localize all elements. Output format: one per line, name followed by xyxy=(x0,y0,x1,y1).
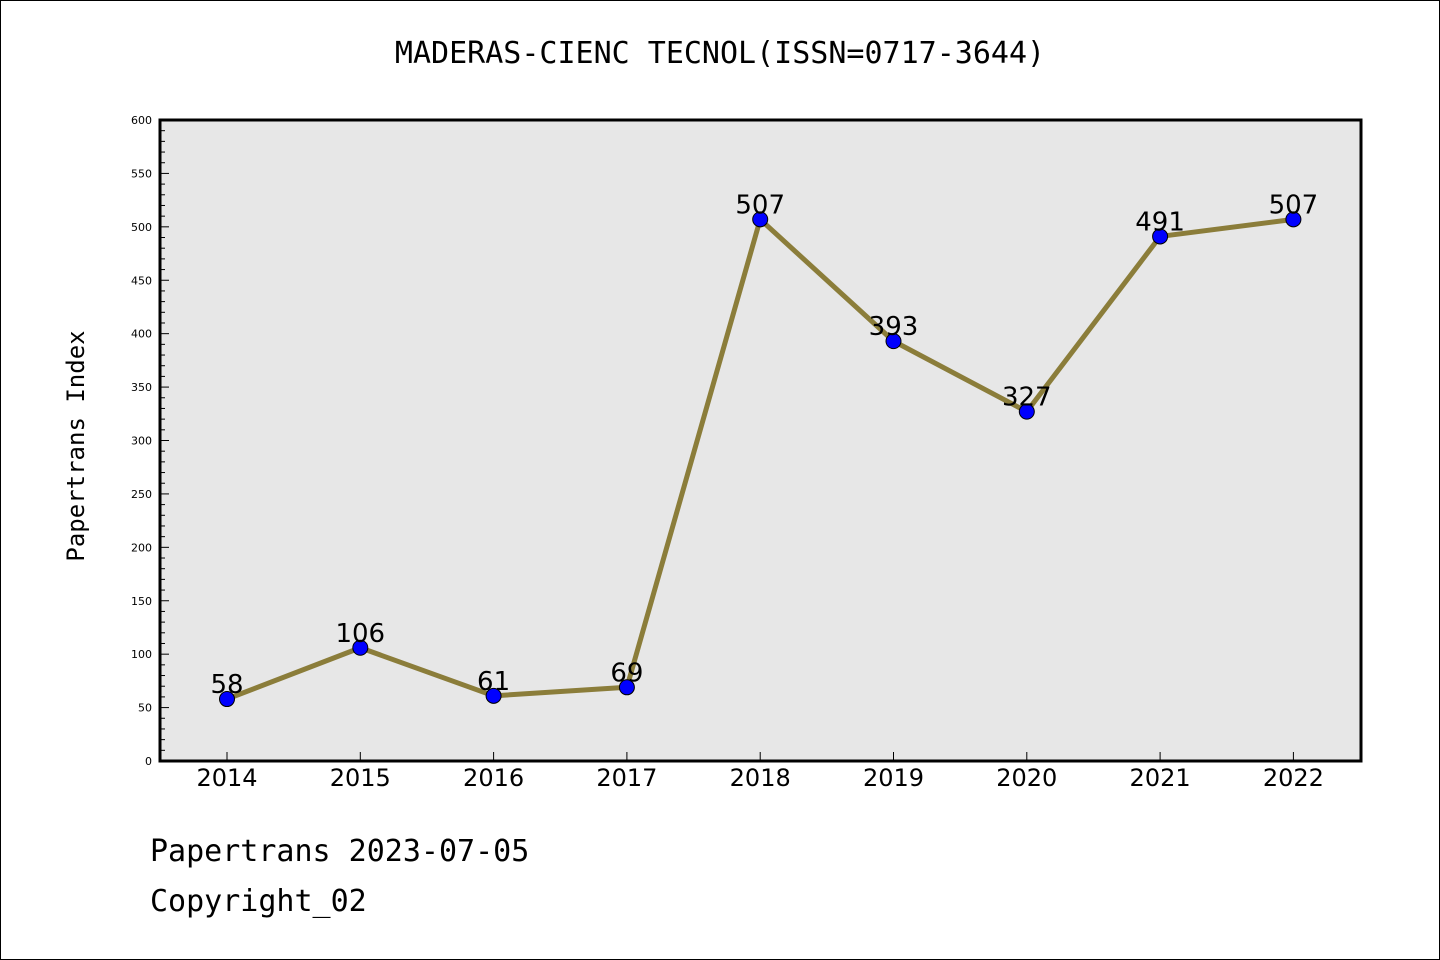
data-point xyxy=(1152,228,1169,245)
data-label: 507 xyxy=(735,190,785,220)
x-tick-label: 2022 xyxy=(1263,764,1324,792)
y-tick-label: 400 xyxy=(131,328,152,341)
data-point xyxy=(219,691,235,708)
x-tick-label: 2016 xyxy=(463,764,524,792)
x-tick-label: 2021 xyxy=(1130,764,1191,792)
footer-copyright: Copyright_02 xyxy=(150,884,367,919)
data-label: 507 xyxy=(1269,190,1319,220)
y-tick-label: 450 xyxy=(131,274,152,287)
data-labels: 58 106 61 69 507 393 327 491 507 xyxy=(210,190,1318,700)
y-tick-label: 150 xyxy=(131,595,152,608)
data-point xyxy=(752,211,769,228)
data-label: 61 xyxy=(477,667,510,697)
x-tick-label: 2018 xyxy=(730,764,791,792)
data-markers xyxy=(219,211,1302,708)
x-tick-label: 2019 xyxy=(863,764,924,792)
y-tick-label: 350 xyxy=(131,381,152,394)
data-point xyxy=(885,333,902,350)
y-tick-label: 600 xyxy=(131,114,152,127)
x-tick-label: 2017 xyxy=(596,764,657,792)
chart-title: MADERAS-CIENC TECNOL(ISSN=0717-3644) xyxy=(394,36,1046,71)
x-tick-label: 2020 xyxy=(996,764,1057,792)
y-tick-label: 300 xyxy=(131,435,152,448)
x-tick-label: 2014 xyxy=(196,764,257,792)
data-point xyxy=(1285,211,1302,228)
y-axis: 0 50 100 150 200 250 300 350 400 450 500 550 600 xyxy=(131,114,169,768)
data-label: 393 xyxy=(869,312,919,342)
y-tick-label: 100 xyxy=(131,648,152,661)
data-label: 327 xyxy=(1002,383,1052,413)
y-tick-label: 550 xyxy=(131,167,152,180)
x-tick-label: 2015 xyxy=(330,764,391,792)
footer-date: Papertrans 2023-07-05 xyxy=(150,834,530,869)
y-tick-label: 0 xyxy=(145,755,152,768)
data-point xyxy=(1018,403,1035,420)
y-tick-label: 500 xyxy=(131,221,152,234)
data-point xyxy=(352,639,369,656)
data-label: 69 xyxy=(610,658,643,688)
data-label: 58 xyxy=(210,670,243,700)
y-tick-label: 250 xyxy=(131,488,152,501)
x-axis: 2014 2015 2016 2017 2018 2019 2020 2021 2022 xyxy=(196,752,1324,792)
data-point xyxy=(485,687,502,704)
data-point xyxy=(618,679,635,696)
data-label: 491 xyxy=(1135,207,1185,237)
y-tick-label: 200 xyxy=(131,541,152,554)
data-label: 106 xyxy=(335,619,385,649)
y-tick-label: 50 xyxy=(138,702,152,715)
